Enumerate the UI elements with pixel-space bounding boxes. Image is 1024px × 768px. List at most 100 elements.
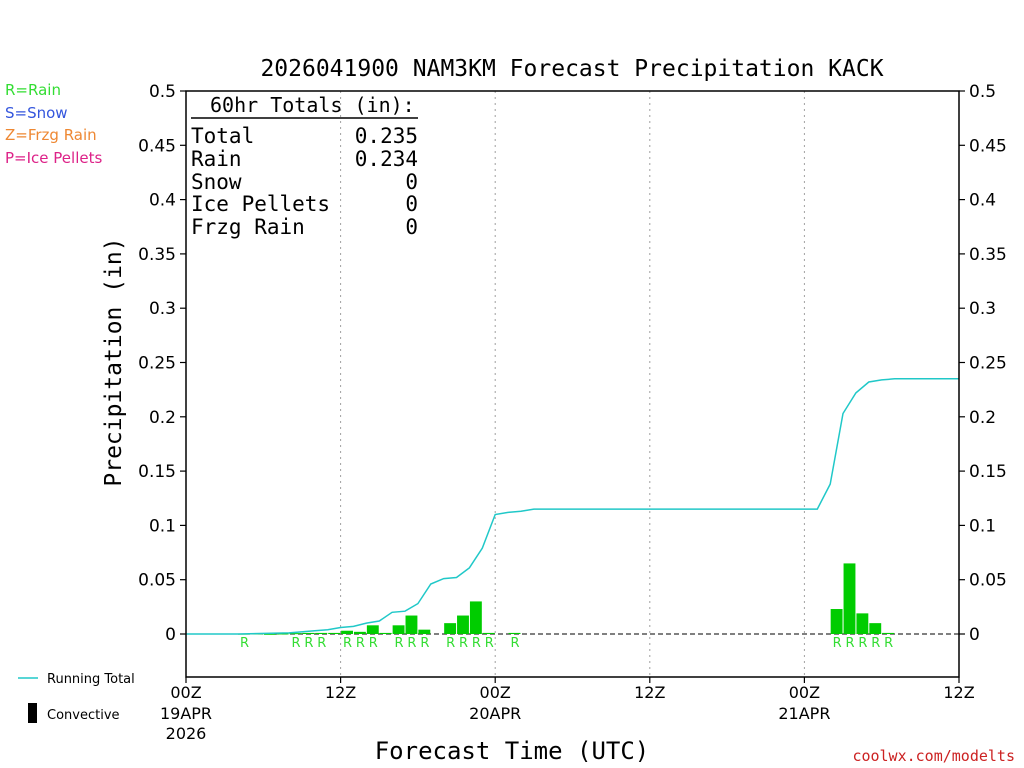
y-tick-label-right: 0.4 xyxy=(969,191,996,211)
precip-bar xyxy=(353,631,366,634)
ptype-label: R xyxy=(395,636,404,651)
y-tick-label-right: 0.5 xyxy=(969,82,996,102)
ptype-label: R xyxy=(407,636,416,651)
x-tick-year: 2026 xyxy=(166,724,207,743)
totals-label-frzg-rain: Frzg Rain xyxy=(191,215,305,239)
ptype-legend-frzg: Z=Frzg Rain xyxy=(5,126,97,144)
ptype-label: R xyxy=(485,636,494,651)
precip-bar xyxy=(869,623,882,634)
x-tick-label: 00Z xyxy=(170,683,201,702)
y-tick-label-right: 0.35 xyxy=(969,245,1007,265)
y-tick-label-left: 0.45 xyxy=(138,136,176,156)
precip-bar xyxy=(882,632,895,634)
precip-bar xyxy=(392,625,405,634)
precip-bar xyxy=(508,632,521,634)
x-tick-label: 12Z xyxy=(634,683,665,702)
y-tick-label-left: 0.05 xyxy=(138,571,176,591)
x-tick-label: 00Z xyxy=(480,683,511,702)
precip-bar xyxy=(469,601,482,634)
ptype-label: R xyxy=(420,636,429,651)
totals-box: 60hr Totals (in): Total 0.235 Rain 0.234… xyxy=(191,93,418,239)
precip-bar xyxy=(328,632,341,634)
y-tick-label-right: 0 xyxy=(969,625,980,645)
precip-bar xyxy=(843,563,856,634)
precip-bar xyxy=(289,633,302,635)
totals-heading: 60hr Totals (in): xyxy=(210,93,415,117)
ptype-label: R xyxy=(459,636,468,651)
totals-label-total: Total xyxy=(191,124,254,148)
ptype-label: R xyxy=(240,636,249,651)
ptype-legend-ice: P=Ice Pellets xyxy=(5,149,102,167)
totals-label-rain: Rain xyxy=(191,147,242,171)
y-tick-label-left: 0.1 xyxy=(149,516,176,536)
y-tick-label-right: 0.05 xyxy=(969,571,1007,591)
ptype-label: R xyxy=(871,636,880,651)
footer-credit: coolwx.com/modelts xyxy=(852,747,1015,765)
x-tick-date: 20APR xyxy=(469,704,521,723)
totals-value-snow: 0 xyxy=(405,170,418,194)
totals-value-rain: 0.234 xyxy=(355,147,418,171)
ptype-legend: R=Rain S=Snow Z=Frzg Rain P=Ice Pellets xyxy=(5,81,102,167)
totals-value-frzg-rain: 0 xyxy=(405,215,418,239)
convective-legend-label: Convective xyxy=(47,708,120,723)
y-tick-label-right: 0.1 xyxy=(969,516,996,536)
y-tick-label-right: 0.25 xyxy=(969,354,1007,374)
y-tick-label-left: 0.35 xyxy=(138,245,176,265)
totals-value-total: 0.235 xyxy=(355,124,418,148)
ptype-label: R xyxy=(472,636,481,651)
precip-bar xyxy=(830,609,843,634)
y-tick-label-left: 0.25 xyxy=(138,354,176,374)
ptype-label: R xyxy=(291,636,300,651)
precip-bar xyxy=(302,632,315,634)
series-legend: Running Total Convective xyxy=(18,672,135,723)
running-total-line xyxy=(186,378,959,635)
x-axis-label: Forecast Time (UTC) xyxy=(375,737,650,765)
precip-bar xyxy=(457,615,469,634)
precip-bar xyxy=(341,630,353,634)
x-tick-date: 19APR xyxy=(160,704,212,723)
precip-bar xyxy=(315,632,328,634)
precip-bar xyxy=(444,623,457,634)
x-tick-date: 21APR xyxy=(778,704,830,723)
ptype-label: R xyxy=(343,636,352,651)
precip-bar xyxy=(418,629,431,634)
ptype-label: R xyxy=(858,636,867,651)
ptype-label: R xyxy=(369,636,378,651)
precip-bar xyxy=(263,633,276,635)
ptype-label: R xyxy=(317,636,326,651)
precip-bar xyxy=(405,615,418,634)
ptype-label: R xyxy=(356,636,365,651)
y-axis-label: Precipitation (in) xyxy=(101,237,127,486)
ptype-label: R xyxy=(845,636,854,651)
y-tick-label-right: 0.45 xyxy=(969,136,1007,156)
y-tick-label-left: 0 xyxy=(165,625,176,645)
y-tick-label-right: 0.2 xyxy=(969,408,996,428)
x-tick-label: 12Z xyxy=(943,683,974,702)
precip-bar xyxy=(276,633,289,635)
ptype-label: R xyxy=(304,636,313,651)
precip-bar xyxy=(482,632,495,634)
ptype-legend-rain: R=Rain xyxy=(5,81,61,99)
chart-title: 2026041900 NAM3KM Forecast Precipitation… xyxy=(260,56,883,82)
ptype-label: R xyxy=(511,636,520,651)
precip-bar xyxy=(856,613,869,634)
convective-legend-swatch xyxy=(28,703,37,723)
totals-label-snow: Snow xyxy=(191,170,242,194)
ptype-legend-snow: S=Snow xyxy=(5,104,68,122)
running-total-legend-label: Running Total xyxy=(47,672,135,687)
y-tick-label-left: 0.2 xyxy=(149,408,176,428)
precip-bar xyxy=(379,632,392,634)
y-tick-label-right: 0.15 xyxy=(969,462,1007,482)
x-tick-label: 00Z xyxy=(789,683,820,702)
totals-label-ice-pellets: Ice Pellets xyxy=(191,192,330,216)
precip-bar xyxy=(366,625,379,634)
totals-value-ice-pellets: 0 xyxy=(405,192,418,216)
ptype-label: R xyxy=(884,636,893,651)
y-tick-label-right: 0.3 xyxy=(969,299,996,319)
plot-frame xyxy=(185,90,960,678)
ptype-label: R xyxy=(833,636,842,651)
y-tick-label-left: 0.5 xyxy=(149,82,176,102)
x-tick-label: 12Z xyxy=(325,683,356,702)
y-tick-label-left: 0.15 xyxy=(138,462,176,482)
ptype-label: R xyxy=(446,636,455,651)
